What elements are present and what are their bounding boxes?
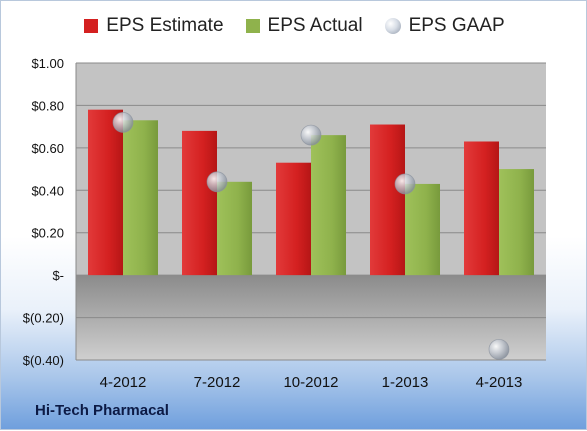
- x-tick-label: 4-2012: [100, 374, 147, 391]
- bar-eps-estimate: [276, 162, 311, 276]
- x-tick-label: 10-2012: [283, 374, 338, 391]
- legend-swatch-gaap: [384, 18, 401, 34]
- bar-eps-actual: [499, 169, 534, 276]
- marker-eps-gaap: [300, 124, 322, 146]
- y-tick-label: $0.40: [31, 183, 64, 198]
- bar-eps-actual: [123, 120, 158, 276]
- bar-eps-actual: [311, 135, 346, 276]
- legend-item-gaap: EPS GAAP: [384, 15, 505, 37]
- y-tick-label: $0.60: [31, 141, 64, 156]
- x-tick-label: 1-2013: [382, 374, 429, 391]
- bar-eps-actual: [405, 183, 440, 276]
- y-tick-label: $(0.20): [23, 311, 64, 326]
- legend-label-actual: EPS Actual: [267, 15, 363, 36]
- x-tick-label: 7-2012: [194, 374, 241, 391]
- marker-eps-gaap: [394, 173, 416, 195]
- bar-eps-estimate: [464, 141, 499, 276]
- y-tick-label: $-: [52, 268, 64, 283]
- legend-label-estimate: EPS Estimate: [106, 15, 224, 36]
- x-tick-label: 4-2013: [476, 374, 523, 391]
- y-tick-label: $(0.40): [23, 353, 64, 368]
- bar-eps-estimate: [182, 130, 217, 276]
- company-name: Hi-Tech Pharmacal: [35, 402, 169, 419]
- legend-swatch-estimate: [84, 19, 99, 33]
- chart-legend: EPS Estimate EPS Actual EPS GAAP: [1, 15, 587, 37]
- bar-eps-estimate: [370, 124, 405, 276]
- bar-eps-actual: [217, 181, 252, 276]
- legend-item-actual: EPS Actual: [245, 15, 363, 37]
- legend-swatch-actual: [245, 19, 260, 33]
- marker-eps-gaap: [206, 171, 228, 193]
- marker-eps-gaap: [112, 112, 134, 133]
- legend-item-estimate: EPS Estimate: [84, 15, 224, 37]
- legend-label-gaap: EPS GAAP: [408, 15, 505, 36]
- y-tick-label: $0.80: [31, 98, 64, 113]
- marker-eps-gaap: [488, 338, 510, 360]
- y-tick-label: $0.20: [31, 226, 64, 241]
- bar-eps-estimate: [88, 109, 123, 276]
- y-tick-label: $1.00: [31, 56, 64, 71]
